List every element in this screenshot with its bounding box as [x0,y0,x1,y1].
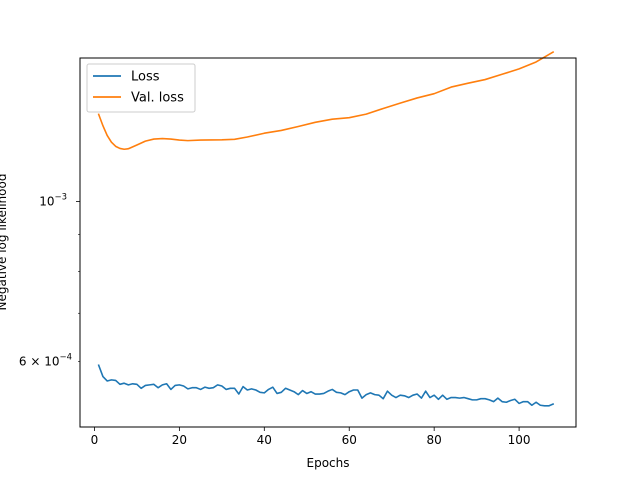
x-tick-label: 20 [172,433,187,447]
x-axis: 0 20 40 60 80 100 [91,427,531,447]
series-line-loss [97,364,555,407]
x-tick-label: 100 [508,433,531,447]
legend: Loss Val. loss [86,63,196,113]
x-tick-label: 60 [342,433,357,447]
legend-loss-label: Loss [131,70,160,85]
x-axis-label: Epochs [307,456,350,470]
y-minor-tick-label: 6 × 10−4 [19,353,72,369]
series-line-val-loss [97,51,555,151]
x-tick-label: 80 [427,433,442,447]
y-axis-label: Negative log likelihood [0,174,9,311]
x-tick-label: 0 [91,433,99,447]
x-tick-label: 40 [257,433,272,447]
series-layer [97,51,555,407]
legend-val-loss-label: Val. loss [131,91,184,106]
plot-area [80,58,576,427]
plot-frame [79,57,577,428]
